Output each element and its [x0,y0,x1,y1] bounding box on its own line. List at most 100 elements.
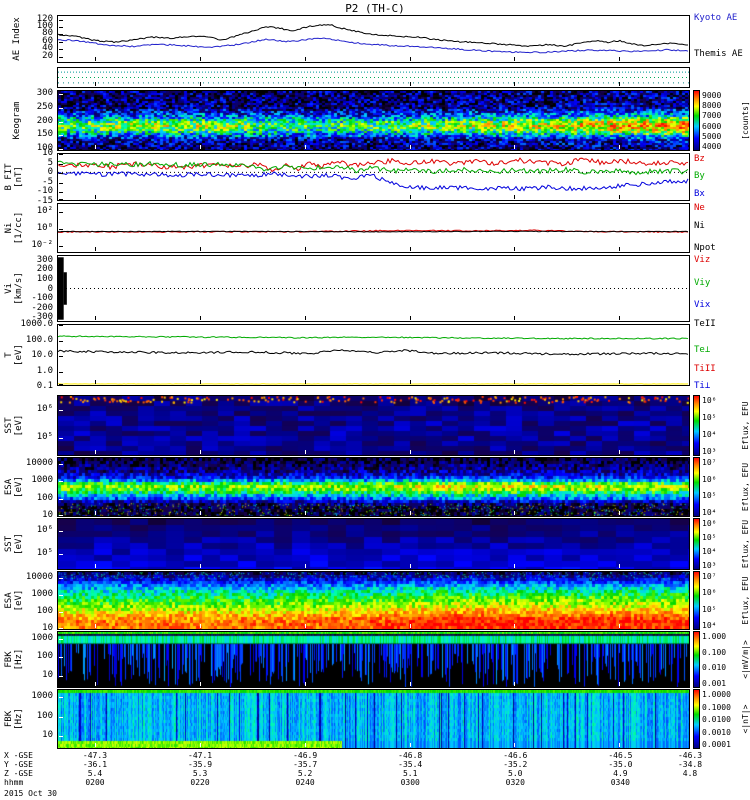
trace-label-themis-ae: Themis AE [694,49,743,60]
trace-label-teii: TeII [694,319,716,329]
y-tick-mark [59,173,63,175]
axis-edge-value: -46.3 [677,751,703,760]
y-tick-label: 20 [42,50,53,61]
y-axis-label-ni: Ni [1/cc] [4,203,24,253]
colorbar-unit-label: Eflux, EFU [741,462,750,512]
date-label: 2015 Oct 30 [4,789,57,798]
y-axis-label-ae: AE Index [12,15,22,63]
time-tick-mark [410,82,411,86]
y-tick-mark [59,260,63,262]
bfit-trace-plot [58,157,689,192]
time-tick-mark [514,82,515,86]
colorbar-tick-label: 6000 [702,121,722,131]
panel-sste [57,518,690,570]
y-tick-label: 10.0 [31,350,53,360]
colorbar-tick-label: 10⁵ [702,533,717,542]
y-tick-mark [59,121,63,123]
time-tick-mark [410,316,411,320]
colorbar-esae [693,571,700,630]
time-tick-mark [305,247,306,251]
plot-title: P2 (TH-C) [345,2,405,15]
y-tick-mark [59,340,63,342]
y-tick-mark [59,270,63,272]
time-tick-mark [410,743,411,747]
y-tick-label: 10 [42,148,53,158]
time-tick-mark [95,57,96,61]
time-tick-mark [95,247,96,251]
y-tick-label: 300 [36,254,53,265]
time-tick-mark [95,511,96,515]
y-axis-label-line: FBK [4,651,14,668]
colorbar-tick-label: 10⁵ [702,413,717,422]
y-tick-mark [59,515,63,516]
y-tick-mark [59,675,63,677]
trace-label-viy: Viy [694,278,711,289]
time-tick-mark [200,82,201,86]
y-axis-label-temp: T [eV] [4,324,24,386]
y-tick-label: 10 [42,730,53,741]
colorbar-esai [693,457,700,517]
y-tick-mark [59,245,63,247]
axis-tick-value: 0340 [610,778,630,787]
y-tick-mark [59,34,63,36]
y-tick-mark [59,612,63,614]
time-tick-mark [410,511,411,515]
colorbar-tick-label: 0.001 [702,679,727,688]
trace-label-tiii: TiII [694,363,716,374]
y-tick-label: 0 [47,167,53,178]
colorbar-tick-label: 10⁶ [702,588,717,598]
axis-tick-value: 0320 [505,778,525,787]
y-axis-label-line: Ni [4,222,14,234]
axis-tick-value: 0200 [85,778,105,787]
ssti-spectrogram [58,396,689,455]
y-tick-mark [59,498,63,500]
y-tick-label: 100 [36,651,53,662]
colorbar-tick-label: 10⁶ [702,474,717,484]
axis-tick-value: -46.8 [398,751,423,760]
y-tick-mark [59,577,63,579]
y-tick-mark [59,325,63,326]
trace-label-ni: Ni [694,221,705,231]
time-tick-mark [514,624,515,628]
time-tick-mark [619,380,620,384]
y-axis-label-fbkb: FBK [Hz] [4,689,24,749]
trace-label-by: By [694,171,705,182]
y-tick-label: 250 [36,101,53,112]
y-axis-label-line: Keogram [12,101,22,140]
y-axis-label-line: [km/s] [14,272,24,305]
y-axis-label-ssti: SST [eV] [4,395,24,456]
time-tick-mark [200,247,201,251]
colorbar-tick-label: 7000 [702,111,722,121]
time-tick-mark [619,624,620,628]
y-tick-label: 100 [36,143,53,154]
y-tick-label: -100 [31,293,53,304]
colorbar-unit-label: Eflux, EFU [741,401,750,450]
y-tick-label: 0.1 [36,381,53,391]
time-tick-mark [305,82,306,86]
time-tick-mark [410,195,411,199]
y-axis-label-line: [eV] [14,414,24,437]
time-tick-mark [410,450,411,454]
y-tick-mark [59,308,63,310]
axis-tick-value: -46.6 [503,751,528,760]
time-tick-mark [619,564,620,568]
panel-keo [57,90,690,151]
y-axis-label-line: [eV] [14,589,24,612]
axis-row-label: Z -GSE [4,769,33,778]
time-tick-mark [514,316,515,320]
esai-spectrogram [58,458,689,516]
panel-ni [57,203,690,253]
time-tick-mark [200,624,201,628]
panel-esae [57,571,690,630]
panel-bfit [57,153,690,201]
y-axis-label-line: [eV] [14,344,24,366]
y-tick-label: 100 [36,21,53,32]
y-axis-label-line: [nT] [14,166,24,188]
y-tick-mark [59,19,63,21]
time-tick-mark [619,247,620,251]
colorbar-fbkb [693,689,700,749]
trace-label-bx: Bx [694,188,705,199]
y-axis-label-line: AE Index [12,17,22,61]
colorbar-tick-label: 0.100 [702,647,727,657]
time-tick-mark [410,624,411,628]
